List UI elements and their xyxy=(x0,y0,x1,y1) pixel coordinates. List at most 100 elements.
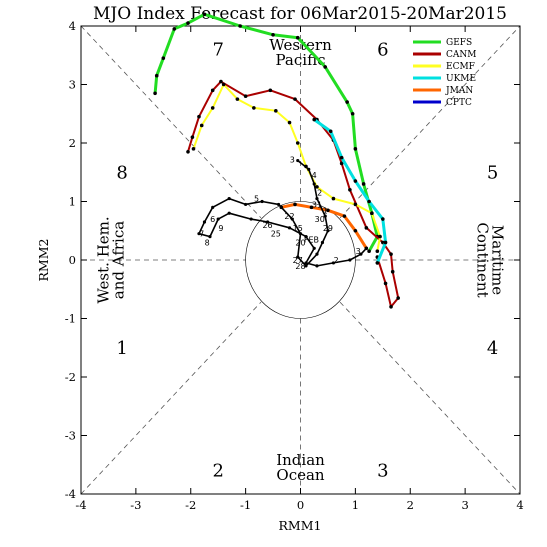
day-label: 2 xyxy=(334,256,339,265)
series-point xyxy=(190,135,195,139)
forecast-series xyxy=(153,12,400,309)
series-point xyxy=(378,234,382,239)
day-label: 9 xyxy=(218,224,223,233)
observed-point xyxy=(326,229,330,233)
series-point xyxy=(361,182,366,186)
x-tick-label: 4 xyxy=(516,498,523,512)
observed-point xyxy=(315,196,319,201)
region-label-line: Indian xyxy=(276,451,325,469)
day-label: 29 xyxy=(323,224,333,233)
x-axis-label: RMM1 xyxy=(279,518,322,533)
series-point xyxy=(345,100,349,104)
series-point xyxy=(191,147,196,151)
series-point xyxy=(364,226,369,230)
series-point xyxy=(389,305,393,309)
observed-point xyxy=(312,182,316,186)
region-label-line: Western xyxy=(269,36,332,54)
observed-point xyxy=(227,196,231,201)
series-point xyxy=(238,24,242,28)
series-point xyxy=(389,252,393,256)
day-label: 6 xyxy=(210,215,215,224)
x-tick-label: -4 xyxy=(75,498,86,512)
x-tick-label: 3 xyxy=(461,498,468,512)
observed-point xyxy=(348,258,352,262)
observed-point xyxy=(227,211,231,215)
series-line-canm xyxy=(187,80,400,308)
y-tick-label: 3 xyxy=(69,78,76,92)
region-label-line: Continent xyxy=(473,222,491,297)
y-tick-label: 2 xyxy=(69,136,76,150)
series-point xyxy=(390,269,395,274)
legend-label: UKME xyxy=(446,74,476,84)
series-point xyxy=(210,88,215,93)
observed-point xyxy=(298,232,303,236)
series-point xyxy=(161,56,166,60)
x-tick-label: -2 xyxy=(185,498,196,512)
day-label: 22 xyxy=(284,212,294,221)
unit-circle xyxy=(245,201,356,319)
observed-point xyxy=(244,202,248,207)
day-label: 8 xyxy=(205,238,210,247)
observed-point xyxy=(296,158,300,163)
observed-point xyxy=(276,202,281,207)
series-point xyxy=(375,261,380,265)
series-point xyxy=(154,73,159,78)
legend: GEFS CANM ECMF UKME JMAN CPTC xyxy=(413,38,476,108)
series-point xyxy=(295,141,300,145)
phase-label: 2 xyxy=(212,461,223,482)
observed-point xyxy=(359,252,363,256)
series-point xyxy=(235,97,240,101)
x-tick-label: -1 xyxy=(240,498,251,512)
phase-label: 8 xyxy=(116,162,127,183)
series-point xyxy=(271,32,275,37)
observed-point xyxy=(265,220,270,224)
observed-point xyxy=(315,252,319,256)
observed-line xyxy=(198,159,367,267)
series-point xyxy=(221,82,226,87)
observed-point xyxy=(216,217,220,221)
observed-point xyxy=(197,232,201,236)
divider-line xyxy=(339,301,521,495)
y-tick-label: -1 xyxy=(65,312,76,326)
series-point xyxy=(202,12,207,17)
observed-point xyxy=(296,255,300,259)
day-label: 30 xyxy=(315,215,325,224)
series-point xyxy=(370,211,374,215)
series-point xyxy=(331,196,336,201)
legend-label: ECMF xyxy=(446,62,475,72)
y-tick-label: -2 xyxy=(65,370,76,384)
x-tick-label: 1 xyxy=(352,498,359,512)
observed-point xyxy=(307,167,311,171)
series-point xyxy=(295,35,300,40)
series-point xyxy=(172,27,177,31)
series-point xyxy=(199,123,204,128)
observed-point xyxy=(260,199,264,204)
series-point xyxy=(367,249,371,254)
series-point xyxy=(309,205,314,210)
day-label: 26 xyxy=(262,221,272,230)
phase-label: 6 xyxy=(377,39,388,60)
day-label: 15 xyxy=(293,224,303,233)
y-tick-label: 4 xyxy=(69,19,76,33)
series-point xyxy=(350,111,355,116)
observed-point xyxy=(323,214,327,218)
y-axis-label: RMM2 xyxy=(36,239,51,282)
series-point xyxy=(287,120,292,125)
series-point xyxy=(328,129,333,134)
y-tick-label: -3 xyxy=(65,429,76,443)
series-point xyxy=(186,21,190,25)
phase-divider-lines xyxy=(80,25,521,495)
series-point xyxy=(210,106,215,110)
series-point xyxy=(243,94,248,98)
x-tick-label: 2 xyxy=(407,498,414,512)
day-label: 27 xyxy=(293,256,303,265)
series-point xyxy=(353,202,358,207)
region-label: West. Hem.and Africa xyxy=(95,216,128,303)
series-line-ukme xyxy=(313,118,388,264)
series-point xyxy=(274,109,278,113)
observed-point xyxy=(304,235,308,239)
x-tick-label: 0 xyxy=(297,498,304,512)
